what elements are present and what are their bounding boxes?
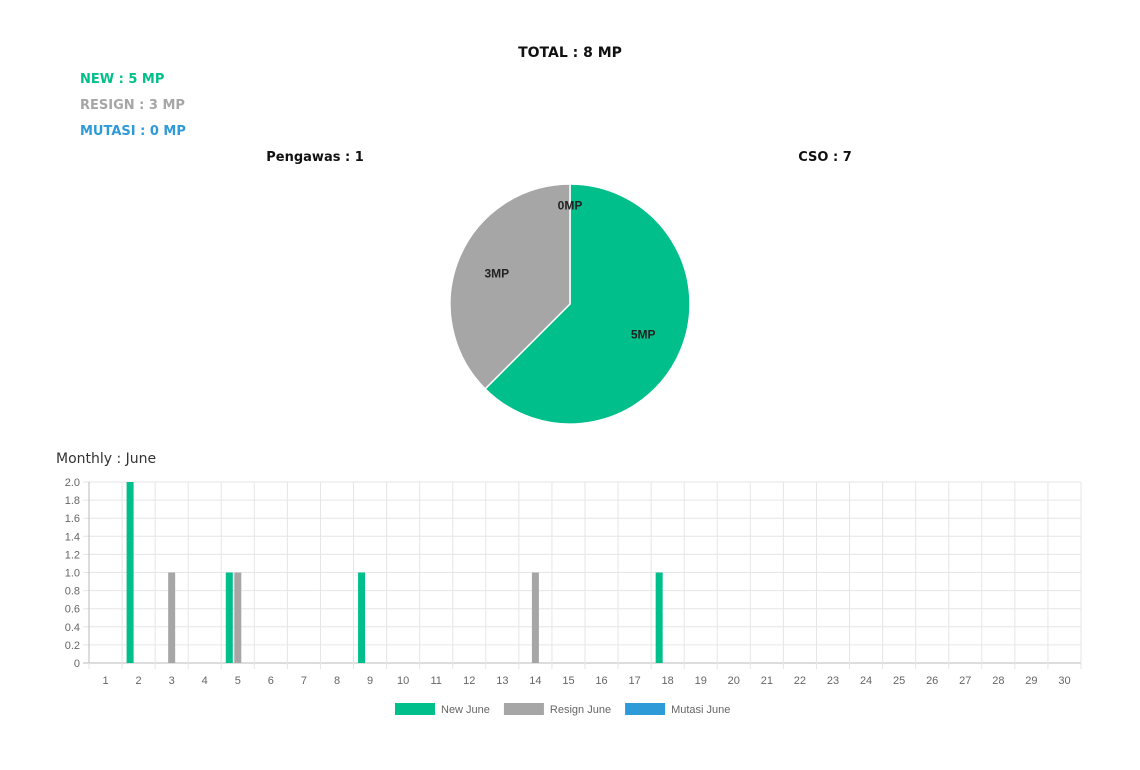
x-tick-label: 9 xyxy=(367,675,373,687)
bar xyxy=(168,572,176,663)
bar xyxy=(234,572,242,663)
y-tick-label: 1.2 xyxy=(65,549,80,561)
pie-chart: 5MP 3MP 0MP xyxy=(449,183,691,425)
x-tick-label: 10 xyxy=(397,675,409,687)
y-tick-label: 1.4 xyxy=(65,531,80,543)
pie-slice-label: 3MP xyxy=(484,267,509,281)
y-tick-label: 0.6 xyxy=(65,604,80,616)
pie-slice xyxy=(449,183,571,390)
pie-slice-label: 5MP xyxy=(631,327,656,341)
x-tick-label: 19 xyxy=(695,675,707,687)
x-tick-label: 2 xyxy=(136,675,142,687)
bar xyxy=(126,482,134,663)
y-tick-label: 0.8 xyxy=(65,586,80,598)
x-tick-label: 16 xyxy=(595,675,607,687)
bar xyxy=(358,572,366,663)
y-tick-label: 2.0 xyxy=(65,477,80,489)
y-tick-label: 0 xyxy=(74,658,80,670)
x-tick-label: 14 xyxy=(529,675,541,687)
pie-slice xyxy=(484,183,691,425)
y-tick-label: 1.6 xyxy=(65,513,80,525)
mutasi-count-label: MUTASI : 0 MP xyxy=(80,124,186,139)
monthly-title: Monthly : June xyxy=(56,451,157,467)
x-tick-label: 21 xyxy=(761,675,773,687)
resign-count-label: RESIGN : 3 MP xyxy=(80,98,185,113)
x-tick-label: 17 xyxy=(628,675,640,687)
x-tick-label: 11 xyxy=(430,675,441,687)
total-label: TOTAL : 8 MP xyxy=(518,45,622,61)
x-tick-label: 4 xyxy=(202,675,208,687)
x-tick-label: 29 xyxy=(1025,675,1037,687)
legend-swatch xyxy=(625,703,666,715)
y-tick-label: 1.0 xyxy=(65,568,80,580)
legend-swatch xyxy=(503,703,544,715)
legend-label: Resign June xyxy=(550,704,611,716)
cso-count-label: CSO : 7 xyxy=(798,150,852,165)
bar xyxy=(531,572,539,663)
x-tick-label: 22 xyxy=(794,675,806,687)
x-tick-label: 5 xyxy=(235,675,241,687)
x-tick-label: 15 xyxy=(562,675,574,687)
x-tick-label: 23 xyxy=(827,675,839,687)
x-tick-label: 7 xyxy=(301,675,307,687)
new-count-label: NEW : 5 MP xyxy=(80,72,165,87)
x-tick-label: 8 xyxy=(334,675,340,687)
bar xyxy=(225,572,233,663)
x-tick-label: 18 xyxy=(662,675,674,687)
x-tick-label: 24 xyxy=(860,675,872,687)
y-tick-label: 1.8 xyxy=(65,495,80,507)
x-tick-label: 27 xyxy=(959,675,971,687)
pie-slice-label: 0MP xyxy=(558,199,583,213)
bar xyxy=(655,572,663,663)
x-tick-label: 3 xyxy=(169,675,175,687)
x-tick-label: 30 xyxy=(1058,675,1070,687)
legend-label: New June xyxy=(441,704,490,716)
x-tick-label: 26 xyxy=(926,675,938,687)
x-tick-label: 28 xyxy=(992,675,1004,687)
x-tick-label: 1 xyxy=(102,675,108,687)
legend-label: Mutasi June xyxy=(671,704,730,716)
x-tick-label: 12 xyxy=(463,675,475,687)
pengawas-count-label: Pengawas : 1 xyxy=(266,150,364,165)
x-tick-label: 13 xyxy=(496,675,508,687)
legend-swatch xyxy=(395,703,435,715)
x-tick-label: 20 xyxy=(728,675,740,687)
x-tick-label: 25 xyxy=(893,675,905,687)
bar-chart: 00.20.40.60.81.01.21.41.61.82.01 2 3 4 5 6 7 8 9… xyxy=(65,477,1082,716)
y-tick-label: 0.4 xyxy=(65,622,80,634)
y-tick-label: 0.2 xyxy=(65,640,80,652)
x-tick-label: 6 xyxy=(268,675,274,687)
